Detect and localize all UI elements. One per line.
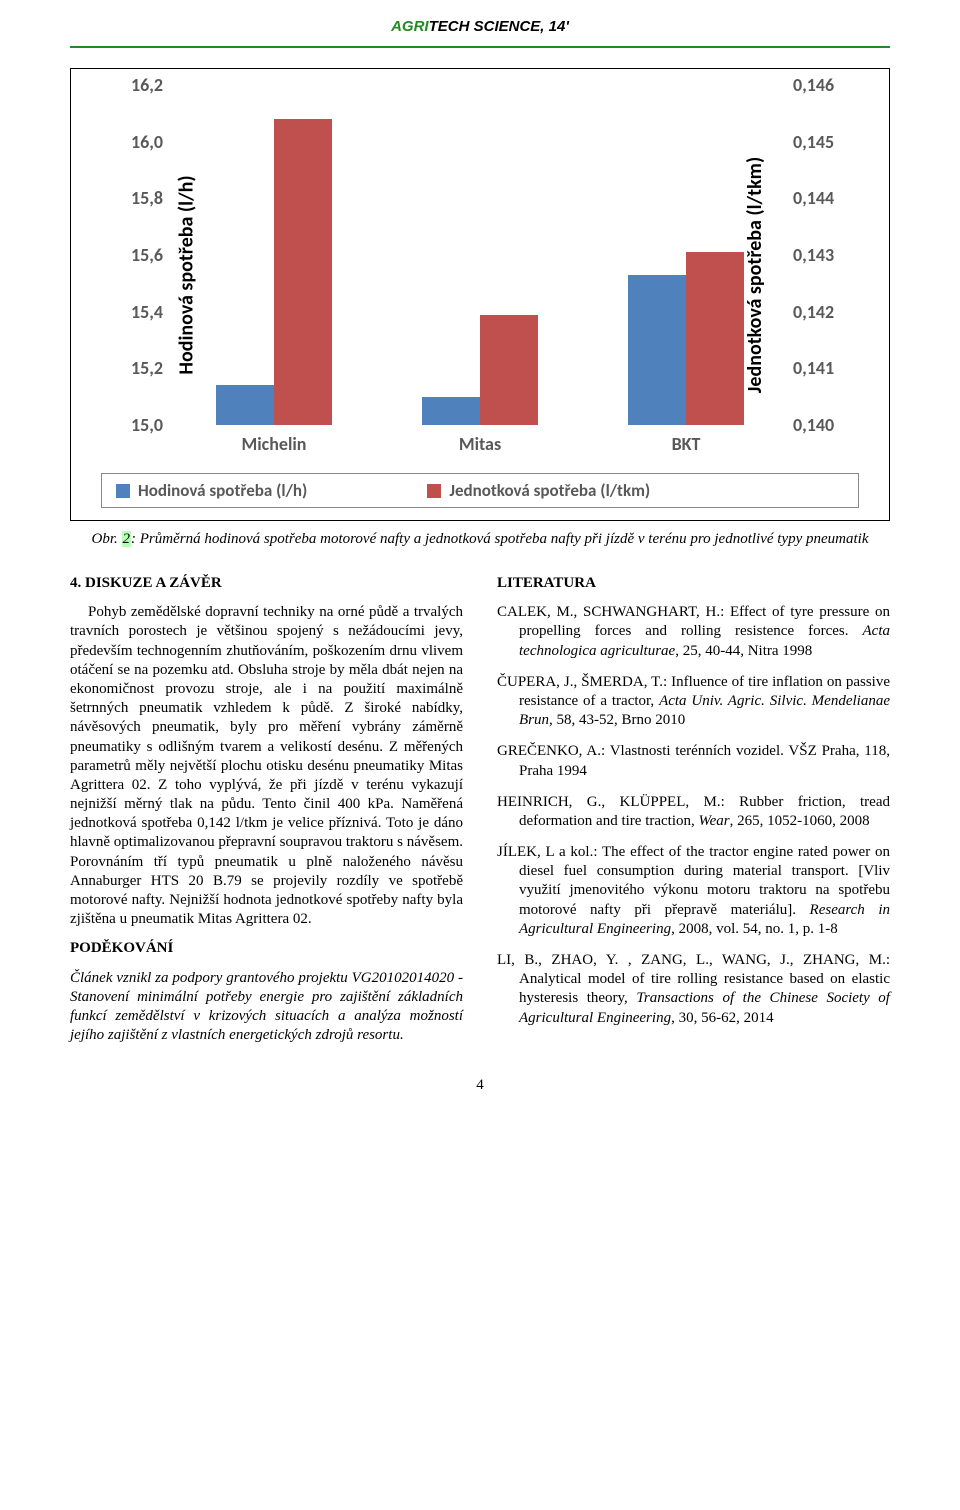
caption-highlight: 2 [122,531,132,547]
reference-item: GREČENKO, A.: Vlastnosti terénních vozid… [497,742,890,780]
left-column: 4. DISKUZE A ZÁVĚR Pohyb zemědělské dopr… [70,566,463,1055]
caption-prefix: Obr. [91,531,121,547]
figure-caption: Obr. 2: Průměrná hodinová spotřeba motor… [70,531,890,548]
ytick-left: 15,2 [121,357,163,379]
ytick-right: 0,140 [793,414,841,436]
ref-tail: , 2008, vol. 54, no. 1, p. 1-8 [671,921,838,937]
ytick-right: 0,146 [793,74,841,96]
header-sci: SCIENCE, [469,18,548,35]
ytick-right: 0,143 [793,244,841,266]
chart-legend: Hodinová spotřeba (l/h) Jednotková spotř… [101,473,859,508]
ref-tail: , 25, 40-44, Nitra 1998 [675,643,812,659]
discussion-paragraph: Pohyb zemědělské dopravní techniky na or… [70,603,463,929]
bar-blue [422,397,480,425]
plot-area: MichelinMitasBKT 16,216,015,815,615,415,… [171,85,789,425]
header-agri: AGRI [391,18,429,35]
bar-red [686,252,744,425]
category-group: Mitas [377,85,583,425]
caption-text: : Průměrná hodinová spotřeba motorové na… [131,531,869,547]
reference-item: LI, B., ZHAO, Y. , ZANG, L., WANG, J., Z… [497,951,890,1028]
ref-tail: , 265, 1052-1060, 2008 [730,813,870,829]
right-column: LITERATURA CALEK, M., SCHWANGHART, H.: E… [497,566,890,1055]
category-group: BKT [583,85,789,425]
reference-item: CALEK, M., SCHWANGHART, H.: Effect of ty… [497,603,890,661]
section-heading-discussion: 4. DISKUZE A ZÁVĚR [70,574,463,593]
category-label: Mitas [377,433,583,455]
page-number: 4 [70,1077,890,1094]
reference-item: ČUPERA, J., ŠMERDA, T.: Influence of tir… [497,673,890,731]
header-year: 14' [549,18,569,35]
bar-red [274,119,332,425]
ytick-left: 15,4 [121,301,163,323]
bar-blue [628,275,686,425]
category-area: MichelinMitasBKT [171,85,789,425]
legend-label-blue: Hodinová spotřeba (l/h) [138,480,307,501]
ref-italic: Wear [699,813,730,829]
category-label: Michelin [171,433,377,455]
ytick-left: 16,2 [121,74,163,96]
chart-area: Hodinová spotřeba (l/h) Jednotková spotř… [101,85,859,465]
legend-label-red: Jednotková spotřeba (l/tkm) [449,480,650,501]
reference-item: HEINRICH, G., KLÜPPEL, M.: Rubber fricti… [497,793,890,831]
ytick-right: 0,142 [793,301,841,323]
legend-swatch-blue [116,484,130,498]
ytick-left: 16,0 [121,131,163,153]
category-label: BKT [583,433,789,455]
legend-swatch-red [427,484,441,498]
body-columns: 4. DISKUZE A ZÁVĚR Pohyb zemědělské dopr… [70,566,890,1055]
page-header: AGRITECH SCIENCE, 14' [70,20,890,48]
ytick-right: 0,141 [793,357,841,379]
legend-item-blue: Hodinová spotřeba (l/h) [116,480,307,501]
ytick-left: 15,6 [121,244,163,266]
chart-container: Hodinová spotřeba (l/h) Jednotková spotř… [70,68,890,521]
ref-text: CALEK, M., SCHWANGHART, H.: Effect of ty… [497,604,890,639]
reference-item: JÍLEK, L a kol.: The effect of the tract… [497,843,890,939]
ytick-left: 15,8 [121,187,163,209]
section-heading-literature: LITERATURA [497,574,890,593]
header-tech: TECH [429,18,470,35]
ref-tail: , 58, 43-52, Brno 2010 [549,712,685,728]
ytick-right: 0,144 [793,187,841,209]
ref-text: GREČENKO, A.: Vlastnosti terénních vozid… [497,743,890,778]
bar-blue [216,385,274,425]
category-group: Michelin [171,85,377,425]
ref-tail: , 30, 56-62, 2014 [671,1010,774,1026]
references-list: CALEK, M., SCHWANGHART, H.: Effect of ty… [497,603,890,1028]
section-heading-thanks: PODĚKOVÁNÍ [70,939,463,958]
thanks-paragraph: Článek vznikl za podpory grantového proj… [70,969,463,1046]
legend-item-red: Jednotková spotřeba (l/tkm) [427,480,650,501]
bar-red [480,315,538,426]
ytick-right: 0,145 [793,131,841,153]
ytick-left: 15,0 [121,414,163,436]
header-title: AGRITECH SCIENCE, 14' [385,18,575,35]
